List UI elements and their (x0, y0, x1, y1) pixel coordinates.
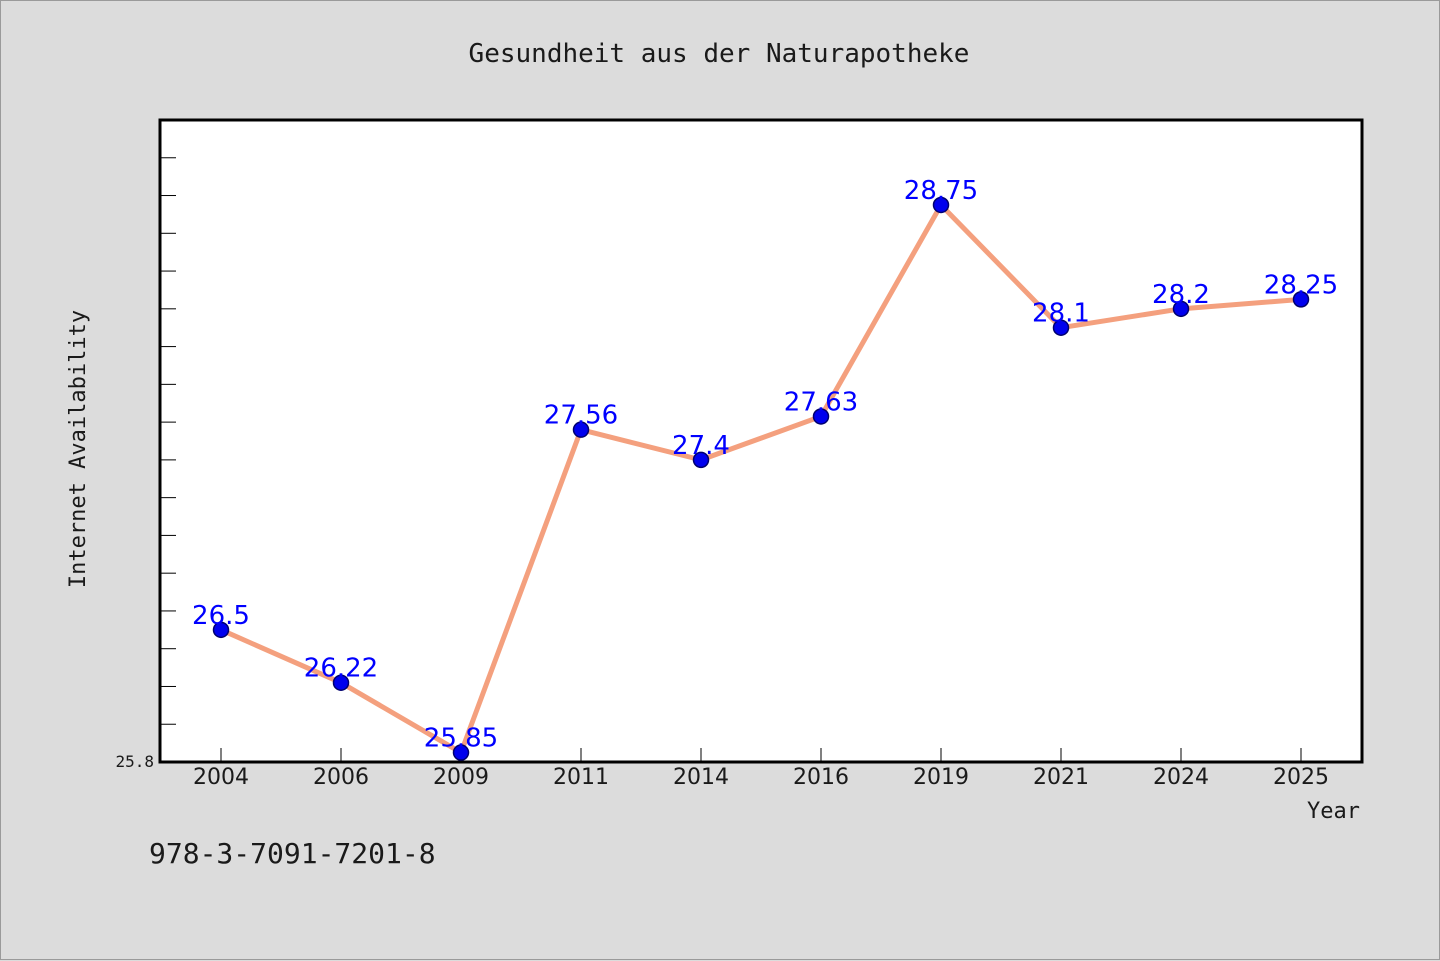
chart-title: Gesundheit aus der Naturapotheke (469, 39, 970, 69)
x-tick-label: 2021 (1033, 765, 1089, 790)
data-point (1172, 300, 1190, 318)
data-point (572, 421, 590, 438)
data-label: 25.85 (424, 724, 498, 754)
x-tick-label: 2011 (553, 765, 609, 790)
x-axis-label: Year (1307, 799, 1360, 824)
data-label: 26.5 (192, 601, 250, 631)
data-point (1292, 291, 1310, 308)
x-tick-label: 2006 (313, 765, 369, 790)
isbn-text: 978-3-7091-7201-8 (149, 837, 436, 870)
data-label: 26.22 (304, 654, 378, 684)
data-point (932, 196, 950, 214)
data-point (812, 408, 830, 425)
y-axis-label: Internet Availability (66, 310, 91, 588)
series-group: 26.5 26.22 25.85 27.56 27.4 27.63 28.75 28.1 28.… (192, 176, 1338, 761)
y-tick-label: 25.8 (115, 752, 154, 771)
plot-area (158, 118, 1364, 764)
data-label: 28.25 (1264, 270, 1338, 300)
x-tick-label: 2009 (433, 765, 489, 790)
x-tick-label: 2025 (1273, 765, 1329, 790)
x-tick-label: 2016 (793, 765, 849, 790)
x-tick-label: 2019 (913, 765, 969, 790)
data-label: 28.2 (1152, 280, 1210, 310)
data-label: 28.75 (904, 176, 978, 206)
y-axis-ticks (160, 119, 176, 763)
x-tick-label: 2024 (1153, 765, 1209, 790)
data-label: 27.63 (784, 387, 858, 417)
data-point (692, 451, 710, 469)
data-point (452, 744, 470, 761)
x-tick-label: 2014 (673, 765, 729, 790)
x-tick-label: 2004 (193, 765, 249, 790)
series-line (218, 202, 1304, 756)
data-label: 27.56 (544, 401, 618, 431)
data-label: 27.4 (672, 431, 730, 461)
x-axis-ticks: 2004 2006 2009 2011 2014 2016 2019 2021 2024 2025 (193, 748, 1329, 790)
data-point (212, 621, 230, 639)
data-point (1052, 319, 1070, 336)
data-label: 28.1 (1032, 299, 1090, 329)
data-point (332, 674, 350, 691)
